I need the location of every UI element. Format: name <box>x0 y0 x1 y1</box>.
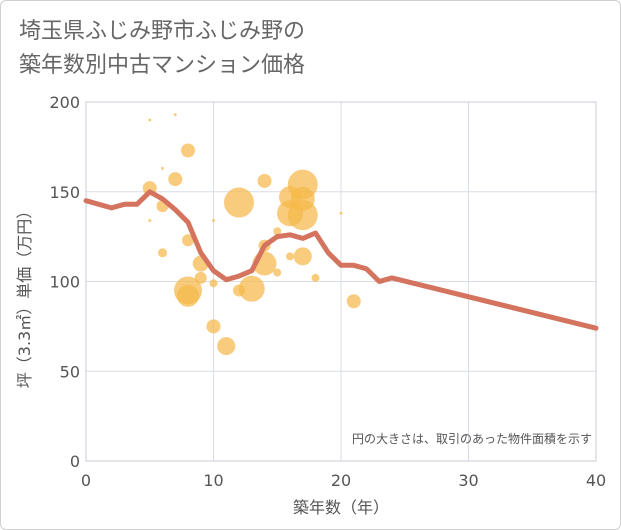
y-tick-label: 200 <box>49 93 80 112</box>
x-tick-label: 20 <box>331 471 351 490</box>
bubble-point <box>290 186 315 211</box>
y-axis-label: 坪（3.3㎡）単価（万円） <box>15 203 34 388</box>
bubble-point <box>293 247 312 266</box>
bubble-point <box>238 275 265 302</box>
bubble-point <box>181 143 195 158</box>
size-legend-note: 円の大きさは、取引のあった物件面積を示す <box>352 431 592 446</box>
bubble-point <box>173 113 177 117</box>
bubble-point <box>182 234 194 247</box>
y-tick-label: 150 <box>49 183 80 202</box>
chart-title-line2: 築年数別中古マンション価格 <box>19 53 306 78</box>
y-tick-label: 0 <box>70 452 80 471</box>
bubble-point <box>148 218 152 222</box>
bubble-point <box>158 248 167 258</box>
bubble-point <box>311 273 320 282</box>
y-tick-label: 100 <box>49 273 80 292</box>
bubble-point <box>286 252 294 261</box>
bubble-point <box>346 294 361 309</box>
chart-title: 埼玉県ふじみ野市ふじみ野の 築年数別中古マンション価格 <box>19 15 305 83</box>
x-tick-label: 10 <box>203 471 223 490</box>
bubble-point <box>168 172 183 187</box>
x-axis-label: 築年数（年） <box>293 498 389 517</box>
bubble-point <box>339 211 343 215</box>
bubble-point <box>217 337 236 356</box>
bubble-point <box>257 173 272 188</box>
bubble-point <box>161 166 164 170</box>
bubble-point <box>206 319 221 334</box>
bubble-point <box>148 118 152 122</box>
bubble-point <box>273 227 282 236</box>
bubble-point <box>212 218 215 222</box>
chart-title-line1: 埼玉県ふじみ野市ふじみ野の <box>19 19 306 44</box>
axis-ticks: 0 10 20 30 40 0 50 100 150 200 <box>49 93 606 490</box>
bubble-point <box>177 284 199 307</box>
y-tick-label: 50 <box>60 362 80 381</box>
bubble-point <box>209 279 218 288</box>
x-tick-label: 30 <box>458 471 478 490</box>
plot-area <box>85 101 597 462</box>
bubble-series <box>142 113 361 356</box>
bubble-point <box>273 268 282 277</box>
trend-line <box>83 189 599 331</box>
trend-series <box>83 189 599 331</box>
grid-lines <box>85 101 597 462</box>
x-tick-label: 40 <box>586 471 606 490</box>
bubble-point <box>224 187 254 218</box>
x-tick-label: 0 <box>81 471 91 490</box>
